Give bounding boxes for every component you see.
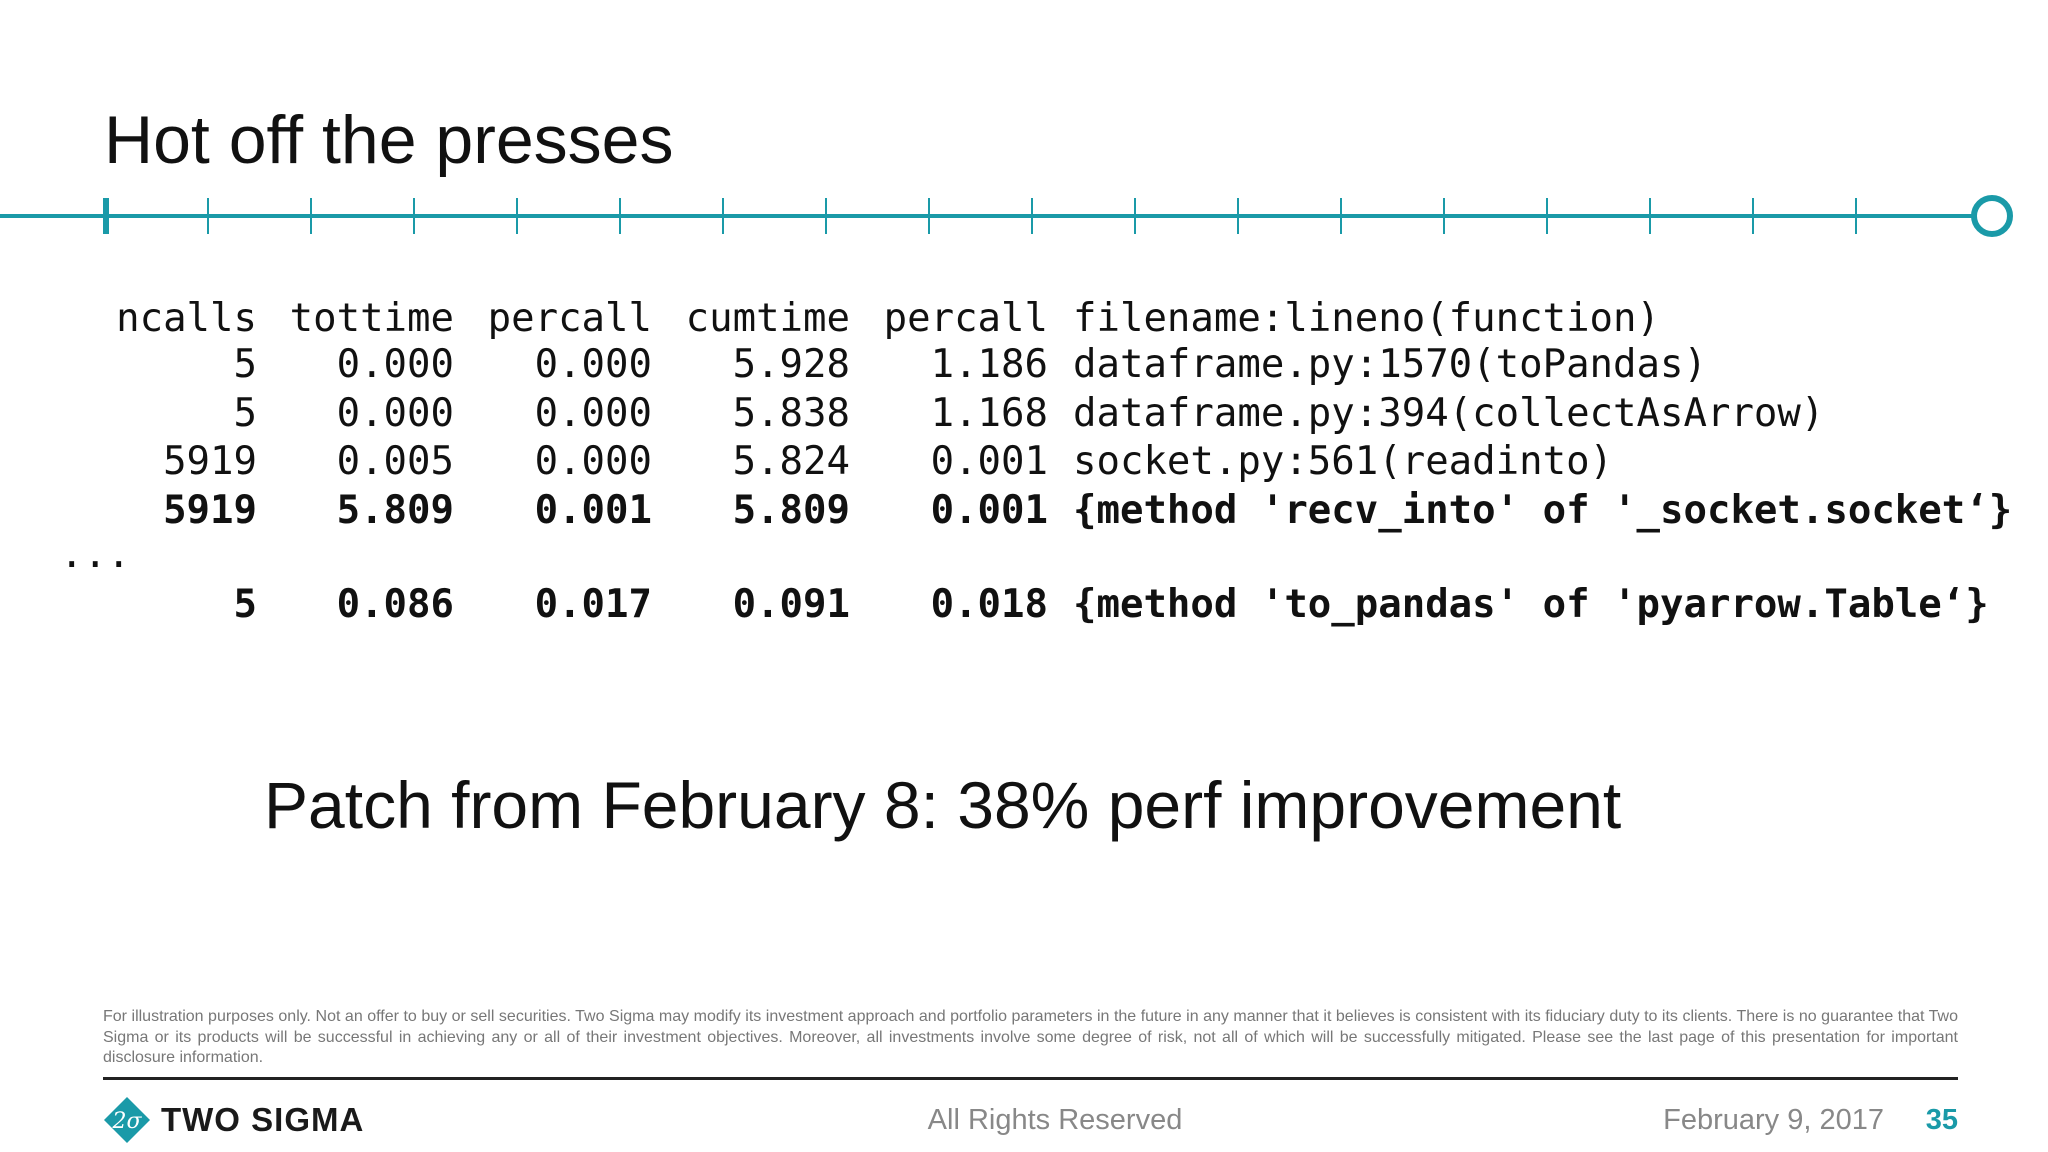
cell-function: {method 'recv_into' of '_socket.socket‘} bbox=[1073, 487, 2013, 533]
col-cumtime: cumtime bbox=[685, 296, 850, 341]
rights-text: All Rights Reserved bbox=[927, 1104, 1183, 1136]
cell-cumtime: 5.838 bbox=[732, 390, 850, 436]
col-percall: percall bbox=[487, 296, 652, 341]
cell-ncalls: 5 bbox=[233, 342, 257, 387]
profile-row: 5919 0.005 0.000 5.824 0.001 socket.py:5… bbox=[60, 438, 2020, 487]
slide-headline: Patch from February 8: 38% perf improvem… bbox=[264, 768, 1622, 842]
cell-cumtime: 5.928 bbox=[732, 342, 850, 387]
timeline-decoration bbox=[0, 195, 2013, 237]
profile-row: 5 0.000 0.000 5.838 1.168 dataframe.py:3… bbox=[60, 390, 2020, 439]
cell-tottime: 5.809 bbox=[336, 487, 454, 533]
two-sigma-logo: 2σ TWO SIGMA bbox=[103, 1096, 364, 1144]
profile-row-highlight: 5919 5.809 0.001 5.809 0.001 {method 're… bbox=[60, 487, 2020, 536]
cell-percall: 0.001 bbox=[534, 487, 652, 533]
cell-tottime: 0.086 bbox=[336, 582, 454, 627]
profile-row-highlight: 5 0.086 0.017 0.091 0.018 {method 'to_pa… bbox=[60, 581, 2020, 630]
cell-function: dataframe.py:394(collectAsArrow) bbox=[1073, 390, 1825, 436]
cell-tottime: 0.000 bbox=[336, 390, 454, 436]
cell-ncalls: 5 bbox=[233, 390, 257, 436]
cell-cumtime: 5.809 bbox=[732, 487, 850, 533]
cell-ncalls: 5 bbox=[233, 582, 257, 627]
footer-date: February 9, 2017 bbox=[1663, 1104, 1884, 1136]
col-tottime: tottime bbox=[289, 296, 454, 341]
profile-ellipsis: ... bbox=[60, 532, 131, 577]
profile-output: ncalls tottime percall cumtime percall f… bbox=[60, 295, 2020, 630]
two-sigma-logo-icon: 2σ bbox=[104, 1097, 150, 1143]
cell-function: dataframe.py:1570(toPandas) bbox=[1073, 342, 1707, 387]
cell-function: {method 'to_pandas' of 'pyarrow.Table‘} bbox=[1073, 582, 1989, 627]
cell-percall: 0.000 bbox=[534, 439, 652, 484]
cell-cumtime: 5.824 bbox=[732, 439, 850, 484]
col-ncalls: ncalls bbox=[116, 296, 257, 341]
profile-ellipsis-row: ... bbox=[60, 535, 2020, 581]
disclaimer-text: For illustration purposes only. Not an o… bbox=[103, 1008, 1958, 1066]
timeline-ticks bbox=[207, 198, 1857, 234]
cell-percall: 0.000 bbox=[534, 342, 652, 387]
logo-wordmark: TWO SIGMA bbox=[161, 1101, 365, 1138]
cell-percall-cumulative: 1.168 bbox=[930, 390, 1048, 436]
cell-tottime: 0.000 bbox=[336, 342, 454, 387]
profile-row: 5 0.000 0.000 5.928 1.186 dataframe.py:1… bbox=[60, 341, 2020, 390]
cell-percall-cumulative: 0.001 bbox=[930, 439, 1048, 484]
cell-percall: 0.000 bbox=[534, 390, 652, 436]
cell-cumtime: 0.091 bbox=[732, 582, 850, 627]
page-number: 35 bbox=[1925, 1104, 1958, 1136]
cell-ncalls: 5919 bbox=[163, 487, 257, 533]
col-function: filename:lineno(function) bbox=[1073, 296, 1660, 341]
logo-mark: 2σ bbox=[111, 1109, 142, 1134]
slide-title: Hot off the presses bbox=[104, 102, 674, 178]
cell-percall: 0.017 bbox=[534, 582, 652, 627]
cell-function: socket.py:561(readinto) bbox=[1073, 439, 1614, 484]
cell-tottime: 0.005 bbox=[336, 439, 454, 484]
cell-ncalls: 5919 bbox=[163, 439, 257, 484]
cell-percall-cumulative: 0.018 bbox=[930, 582, 1048, 627]
cell-percall-cumulative: 1.186 bbox=[930, 342, 1048, 387]
col-percall-cumulative: percall bbox=[883, 296, 1048, 341]
profile-header-row: ncalls tottime percall cumtime percall f… bbox=[60, 295, 2020, 341]
footer-divider bbox=[103, 1077, 1958, 1080]
timeline-end-circle bbox=[1971, 195, 2013, 237]
cell-percall-cumulative: 0.001 bbox=[930, 487, 1048, 533]
